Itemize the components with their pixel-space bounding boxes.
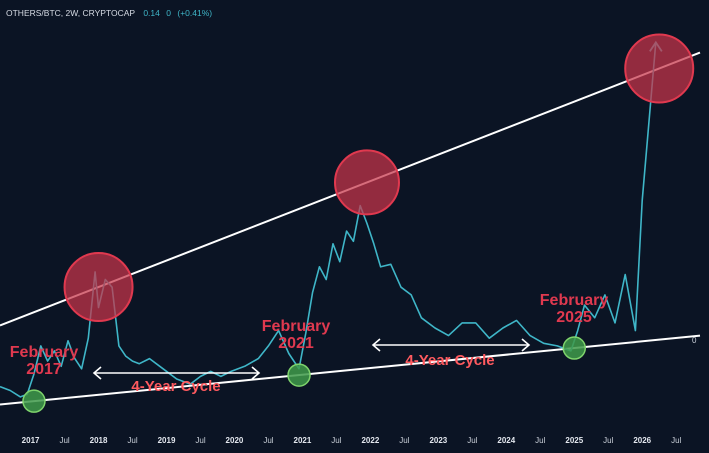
x-tick-label: 2020	[225, 436, 244, 445]
x-tick-label: Jul	[467, 436, 478, 445]
x-tick-label: 2017	[21, 436, 40, 445]
top-marker-3	[624, 33, 695, 104]
bottom-marker-2	[287, 363, 311, 387]
x-tick-label: Jul	[399, 436, 410, 445]
x-tick-label: 2019	[157, 436, 176, 445]
x-tick-label: 2018	[89, 436, 108, 445]
x-axis: 2017 Jul 2018 Jul 2019 Jul 2020 Jul 2021 Jul 2022 J…	[0, 436, 709, 450]
top-marker-1	[63, 252, 134, 323]
bottom-marker-3	[562, 336, 587, 360]
callout-line2: 2025	[556, 309, 592, 326]
x-tick-label: Jul	[603, 436, 614, 445]
chart-header: OTHERS/BTC, 2W, CRYPTOCAP 0.14 0 (+0.41%…	[6, 8, 216, 18]
cycle-label-1: 4-Year Cycle	[131, 378, 221, 395]
x-tick-label: 2021	[293, 436, 312, 445]
x-tick-label: 2024	[497, 436, 516, 445]
callout-line2: 2017	[26, 361, 62, 378]
lower-trendline	[0, 334, 701, 406]
x-tick-label: 2025	[565, 436, 584, 445]
callout-line1: February	[539, 292, 609, 309]
change-percent: (+0.41%)	[177, 8, 213, 18]
cycle-arrow-2-right-head	[521, 338, 531, 352]
x-tick-label: Jul	[535, 436, 546, 445]
callout-feb-2017: February 2017	[10, 344, 78, 378]
top-marker-2	[333, 149, 400, 216]
cycle-arrow-1-left-head	[92, 366, 102, 380]
cycle-label-2: 4-Year Cycle	[405, 352, 495, 369]
x-tick-label: Jul	[263, 436, 274, 445]
x-tick-label: Jul	[195, 436, 206, 445]
bottom-marker-1	[22, 389, 46, 413]
price-line	[0, 42, 657, 398]
x-tick-label: 2023	[429, 436, 448, 445]
callout-line1: February	[261, 318, 331, 335]
x-tick-label: Jul	[59, 436, 70, 445]
x-tick-label: Jul	[331, 436, 342, 445]
x-tick-label: 2026	[633, 436, 652, 445]
x-tick-label: Jul	[127, 436, 138, 445]
cycle-arrow-2-left-head	[371, 338, 381, 352]
price-readout: 0.14 0 (+0.41%)	[143, 8, 216, 18]
y-axis-label: 0	[692, 336, 697, 345]
cycle-arrow-1-right-head	[251, 366, 261, 380]
symbol-title: OTHERS/BTC, 2W, CRYPTOCAP	[6, 8, 135, 18]
callout-feb-2025: February 2025	[540, 292, 608, 326]
callout-feb-2021: February 2021	[262, 318, 330, 352]
x-tick-label: 2022	[361, 436, 380, 445]
callout-line2: 2021	[278, 335, 314, 352]
change-value: 0	[166, 8, 171, 18]
last-value: 0.14	[143, 8, 160, 18]
callout-line1: February	[9, 344, 79, 361]
x-tick-label: Jul	[671, 436, 682, 445]
